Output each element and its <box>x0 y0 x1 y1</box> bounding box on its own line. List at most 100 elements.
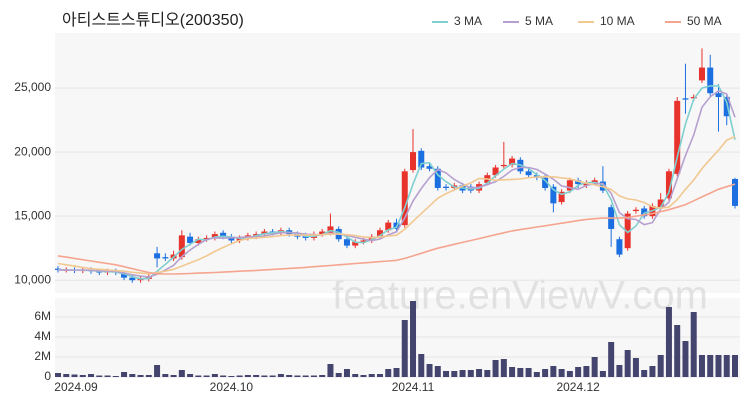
x-tick-label: 2024.10 <box>210 380 254 394</box>
volume-bar <box>674 325 681 377</box>
volume-bar <box>550 366 557 377</box>
candle-body <box>203 237 210 240</box>
candle-body <box>698 67 705 81</box>
ma-line <box>58 90 736 278</box>
candle-body <box>575 180 582 185</box>
volume-bar <box>682 341 689 377</box>
volume-bar <box>467 370 474 377</box>
x-tick-label: 2024.11 <box>392 380 435 394</box>
candle-body <box>707 67 714 94</box>
candle-body <box>178 235 185 258</box>
candle-body <box>525 171 532 176</box>
y-tick-label: 2M <box>34 349 51 363</box>
candle-body <box>385 222 392 231</box>
candle-body <box>162 257 169 259</box>
legend-label: 50 MA <box>687 14 722 28</box>
candle-body <box>327 226 334 233</box>
volume-bar <box>715 355 722 377</box>
volume-bar <box>732 355 738 377</box>
volume-bar <box>690 312 697 377</box>
volume-bar <box>55 373 61 377</box>
candle-body <box>121 273 128 278</box>
volume-bar <box>178 370 185 377</box>
candle-body <box>723 97 730 117</box>
volume-bar <box>343 369 350 377</box>
volume-bar <box>401 320 408 377</box>
volume-bar <box>418 354 425 377</box>
volume-bar <box>261 375 268 377</box>
candle-body <box>343 239 350 246</box>
y-tick-label: 25,000 <box>14 80 51 94</box>
volume-bar <box>220 375 227 377</box>
volume-bar <box>112 376 119 377</box>
volume-bar <box>63 374 70 377</box>
volume-bar <box>608 342 615 377</box>
candle-body <box>558 191 565 203</box>
candle-body <box>401 171 408 226</box>
volume-bar <box>542 369 549 377</box>
volume-bar <box>360 375 367 377</box>
volume-bar <box>575 367 582 377</box>
y-tick-label: 6M <box>34 309 51 323</box>
volume-bar <box>443 371 450 377</box>
volume-bar <box>657 355 664 377</box>
volume-bar <box>88 374 95 377</box>
candle-body <box>641 208 648 217</box>
candle-body <box>550 186 557 204</box>
x-tick-label: 2024.09 <box>54 380 98 394</box>
volume-bar <box>162 374 169 377</box>
volume-bar <box>211 374 218 377</box>
watermark: feature.enViewV.com <box>332 274 708 318</box>
volume-bar <box>517 368 524 377</box>
ma-line <box>57 183 736 275</box>
ma-line <box>57 135 736 275</box>
volume-bar <box>253 375 260 377</box>
volume-bar <box>154 365 161 377</box>
volume-bar <box>129 374 136 377</box>
volume-bar <box>426 364 433 377</box>
volume-bar <box>187 374 194 377</box>
candle-body <box>566 180 573 191</box>
volume-bar <box>525 368 532 377</box>
candle-body <box>624 213 631 249</box>
y-tick-label: 0 <box>44 369 51 383</box>
candle-body <box>657 199 664 208</box>
volume-bar <box>632 358 639 377</box>
y-tick-label: 20,000 <box>14 144 51 158</box>
volume-bar <box>616 365 623 377</box>
volume-bar <box>327 364 334 377</box>
volume-bar <box>599 371 606 377</box>
candle-body <box>616 239 623 255</box>
candle-body <box>426 166 433 169</box>
volume-bar <box>302 375 309 377</box>
candle-body <box>129 277 136 281</box>
volume-bar <box>434 366 441 377</box>
volume-bar <box>352 374 359 377</box>
volume-bar <box>641 370 648 377</box>
volume-bar <box>228 376 235 377</box>
y-tick-label: 15,000 <box>14 208 51 222</box>
legend-label: 3 MA <box>454 14 482 28</box>
candle-body <box>682 98 689 100</box>
volume-bar <box>244 375 251 377</box>
volume-bar <box>310 375 317 377</box>
x-tick-label: 2024.12 <box>556 380 600 394</box>
volume-bar <box>484 370 491 377</box>
volume-bar <box>137 375 144 377</box>
volume-bar <box>170 375 177 377</box>
candle-body <box>360 240 367 242</box>
volume-bar <box>195 375 202 377</box>
volume-bar <box>410 301 417 377</box>
chart-title: 아티스트스튜디오(200350) <box>62 11 244 29</box>
candle-body <box>632 209 639 212</box>
volume-bar <box>566 371 573 377</box>
volume-bar <box>236 375 243 377</box>
volume-bar <box>319 375 326 377</box>
candle-body <box>591 180 598 183</box>
volume-bar <box>96 375 103 377</box>
volume-bar <box>121 372 128 377</box>
volume-bar <box>286 375 293 377</box>
volume-bar <box>459 370 466 377</box>
volume-bar <box>533 372 540 377</box>
